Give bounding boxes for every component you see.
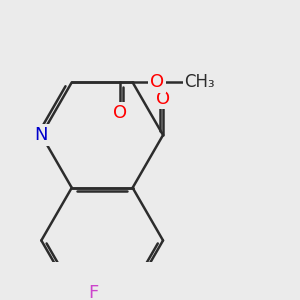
Text: N: N (34, 126, 48, 144)
Text: O: O (156, 89, 170, 107)
Text: CH₃: CH₃ (184, 74, 215, 92)
Text: O: O (113, 104, 128, 122)
Text: O: O (150, 74, 164, 92)
Text: F: F (88, 284, 98, 300)
